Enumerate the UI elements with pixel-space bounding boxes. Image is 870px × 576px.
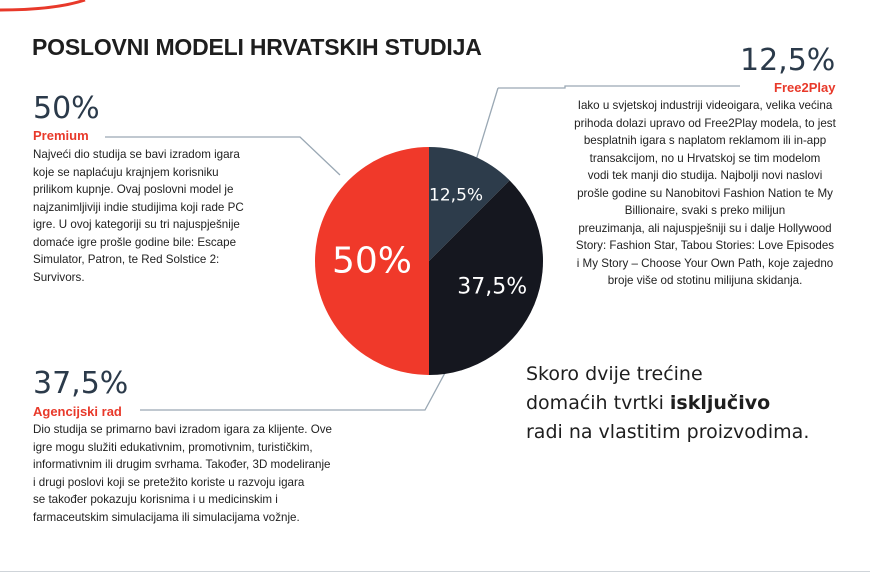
f2p-percent: 12,5%	[740, 43, 836, 78]
premium-line: najzanimljiviji indie studijima koji rad…	[33, 200, 244, 214]
slice-agency	[429, 180, 543, 375]
bottom-divider	[0, 571, 870, 572]
connector-line	[105, 136, 341, 176]
f2p-line: broje više od stotinu milijuna skidanja.	[607, 274, 803, 287]
premium-line: Simulator, Patron, te Red Solstice 2:	[33, 253, 220, 266]
f2p-line: i My Story – Choose Your Own Path, koje …	[576, 256, 834, 270]
f2p-line: vodi tek manji dio studija. Najbolji nov…	[587, 169, 823, 182]
corner-decoration	[0, 0, 90, 90]
f2p-line: preuzimanja, ali najuspješniji su i dalj…	[578, 221, 832, 235]
agency-label: Agencijski rad	[33, 404, 122, 419]
summary-line-3: radi na vlastitim proizvodima.	[526, 421, 810, 443]
slice-f2p	[429, 147, 510, 261]
f2p-line: Story: Fashion Star, Tabou Stories: Love…	[575, 239, 835, 252]
summary-line-1: Skoro dvije trećine	[526, 363, 703, 385]
agency-line: igre mogu služiti edukativnim, promotivn…	[33, 440, 313, 454]
premium-line: Najveći dio studija se bavi izradom igar…	[33, 148, 240, 161]
f2p-line: Iako u svjetskoj industriji videoigara, …	[577, 99, 833, 112]
summary-line-2: domaćih tvrtki isključivo	[526, 389, 809, 418]
agency-description: Dio studija se primarno bavi izradom iga…	[33, 421, 393, 526]
pie-slice-labels: 12,5% 37,5% 50%	[332, 186, 527, 300]
f2p-description: Iako u svjetskoj industriji videoigara, …	[530, 97, 870, 290]
premium-label: Premium	[33, 128, 89, 143]
agency-percent: 37,5%	[33, 366, 129, 401]
agency-line: Dio studija se primarno bavi izradom iga…	[33, 423, 332, 436]
pie-slices	[315, 147, 543, 375]
connector-line	[472, 85, 740, 171]
page-title: POSLOVNI MODELI HRVATSKIH STUDIJA	[32, 34, 482, 60]
premium-line: igre. U ovoj kategoriji su tri najuspješ…	[33, 218, 240, 231]
f2p-label: Free2Play	[774, 80, 836, 95]
slice-label-f2p: 12,5%	[429, 186, 483, 206]
premium-line: prilikom kupnje. Ovaj poslovni model je	[33, 183, 234, 196]
f2p-line: prihoda dolazi upravo od Free2Play model…	[574, 116, 836, 130]
agency-line: informativnim ili drugim svrhama. Takođe…	[33, 458, 331, 471]
premium-line: Survivors.	[33, 270, 85, 284]
f2p-line: prošle godine su Nanobitovi Fashion Nati…	[577, 186, 833, 200]
premium-percent: 50%	[33, 91, 100, 126]
slice-premium	[315, 147, 429, 375]
summary-emphasis: isključivo	[669, 392, 771, 414]
summary-text: Skoro dvije trećine domaćih tvrtki isklj…	[526, 360, 809, 447]
agency-line: se također pokazuju korisnima i u medici…	[33, 493, 278, 506]
premium-description: Najveći dio studija se bavi izradom igar…	[33, 146, 323, 286]
agency-line: farmaceutskim simulacijama ili simulacij…	[33, 510, 300, 524]
premium-line: koje se naplaćuju krajnjem korisniku	[33, 165, 219, 179]
agency-line: i drugi poslovi koji se pretežito korist…	[33, 475, 305, 489]
f2p-line: Billionaire, svaki s preko milijun	[624, 204, 786, 217]
summary-line-2-prefix: domaćih tvrtki	[526, 392, 670, 414]
f2p-line: besplatnih igara s naplatom reklamom ili…	[583, 134, 827, 147]
slice-label-premium: 50%	[332, 241, 412, 282]
slice-label-agency: 37,5%	[457, 275, 527, 300]
f2p-line: transakcijom, no u Hrvatskoj se tim mode…	[589, 151, 821, 165]
premium-line: domaće igre prošle godine bile: Escape	[33, 235, 237, 249]
